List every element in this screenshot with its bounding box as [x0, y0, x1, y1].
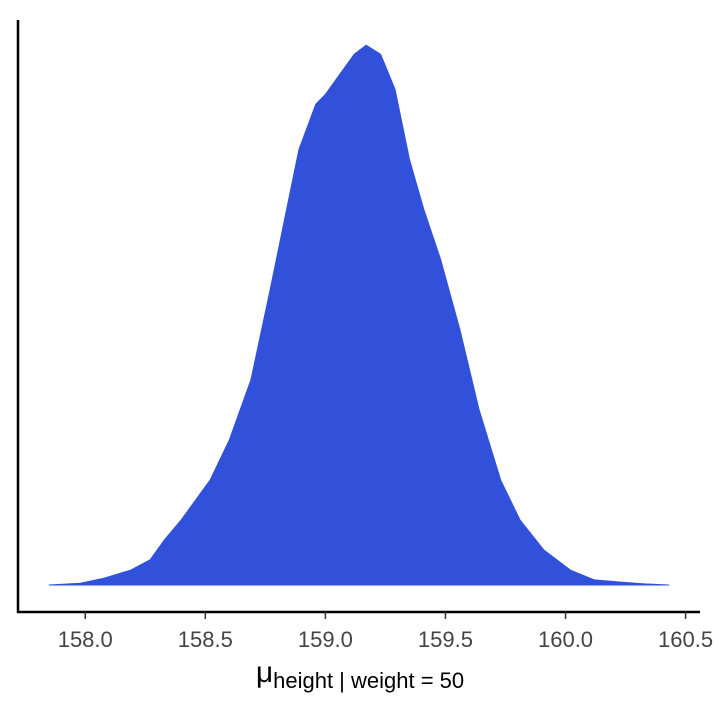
x-tick-label: 158.0 — [58, 627, 113, 652]
x-tick-label: 159.0 — [298, 627, 353, 652]
x-tick-label: 160.0 — [538, 627, 593, 652]
x-axis-label: μheight | weight = 50 — [256, 656, 464, 693]
x-label-subscript: height | weight = 50 — [273, 668, 464, 693]
x-label-symbol: μ — [256, 656, 273, 689]
x-tick-label: 160.5 — [658, 627, 713, 652]
x-tick-label: 159.5 — [418, 627, 473, 652]
density-area — [48, 44, 670, 586]
x-tick-label: 158.5 — [178, 627, 233, 652]
